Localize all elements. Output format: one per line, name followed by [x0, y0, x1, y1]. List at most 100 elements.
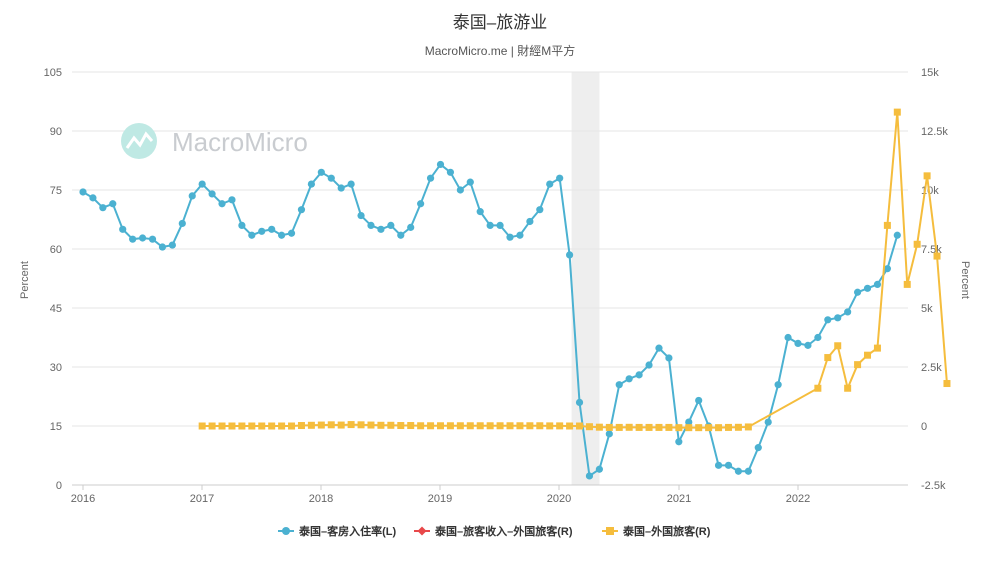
data-point[interactable] — [585, 472, 594, 480]
data-point[interactable] — [595, 465, 603, 473]
data-point[interactable] — [188, 192, 196, 200]
data-point[interactable] — [546, 180, 554, 188]
data-point[interactable] — [397, 422, 405, 430]
data-point[interactable] — [506, 233, 514, 241]
data-point[interactable] — [377, 421, 385, 429]
data-point[interactable] — [238, 221, 246, 229]
data-point[interactable] — [158, 243, 167, 251]
data-point[interactable] — [645, 423, 653, 431]
data-point[interactable] — [129, 235, 137, 243]
data-point[interactable] — [873, 280, 882, 288]
data-point[interactable] — [446, 168, 455, 176]
data-point[interactable] — [933, 252, 941, 260]
data-point[interactable] — [794, 339, 802, 347]
data-point[interactable] — [615, 381, 623, 389]
legend-item[interactable]: 泰国–客房入住率(L) — [278, 524, 396, 538]
data-point[interactable] — [774, 381, 782, 389]
data-point[interactable] — [228, 422, 236, 430]
data-point[interactable] — [516, 422, 524, 430]
data-point[interactable] — [685, 424, 693, 432]
data-point[interactable] — [307, 180, 316, 188]
data-point[interactable] — [744, 423, 752, 431]
data-point[interactable] — [615, 423, 623, 431]
data-point[interactable] — [218, 422, 226, 430]
data-point[interactable] — [208, 422, 216, 430]
data-point[interactable] — [218, 200, 226, 208]
data-point[interactable] — [853, 288, 862, 296]
data-point[interactable] — [278, 422, 286, 430]
data-point[interactable] — [844, 308, 852, 316]
data-point[interactable] — [705, 424, 713, 432]
data-point[interactable] — [724, 423, 732, 431]
data-point[interactable] — [496, 422, 504, 430]
data-point[interactable] — [248, 231, 256, 239]
data-point[interactable] — [665, 354, 673, 362]
data-point[interactable] — [367, 421, 375, 429]
data-point[interactable] — [724, 461, 733, 469]
data-point[interactable] — [288, 422, 296, 430]
data-point[interactable] — [407, 223, 415, 231]
data-point[interactable] — [546, 422, 554, 430]
data-point[interactable] — [407, 422, 415, 430]
data-point[interactable] — [387, 221, 395, 229]
data-point[interactable] — [804, 341, 812, 349]
data-point[interactable] — [426, 174, 435, 182]
data-point[interactable] — [566, 422, 574, 430]
data-point[interactable] — [923, 172, 931, 180]
data-point[interactable] — [168, 241, 176, 249]
data-point[interactable] — [834, 342, 842, 350]
legend[interactable]: 泰国–客房入住率(L) 泰国–旅客收入–外国旅客(R) 泰国–外国旅客(R) — [278, 524, 711, 538]
data-point[interactable] — [466, 422, 474, 430]
data-point[interactable] — [595, 423, 603, 431]
data-point[interactable] — [734, 423, 742, 431]
data-point[interactable] — [675, 438, 683, 446]
data-point[interactable] — [883, 221, 891, 229]
data-point[interactable] — [903, 280, 911, 288]
data-point[interactable] — [625, 375, 633, 383]
data-point[interactable] — [675, 424, 683, 432]
data-point[interactable] — [287, 229, 296, 237]
data-point[interactable] — [476, 208, 484, 216]
data-point[interactable] — [79, 188, 87, 196]
data-point[interactable] — [863, 284, 872, 292]
data-point[interactable] — [317, 168, 325, 176]
data-point[interactable] — [744, 467, 752, 475]
data-point[interactable] — [864, 351, 872, 359]
data-point[interactable] — [337, 184, 345, 192]
data-point[interactable] — [427, 422, 435, 430]
data-point[interactable] — [893, 231, 901, 239]
data-point[interactable] — [258, 227, 266, 235]
data-point[interactable] — [148, 235, 157, 243]
data-point[interactable] — [565, 251, 574, 259]
data-point[interactable] — [734, 467, 743, 475]
data-point[interactable] — [268, 422, 276, 430]
data-point[interactable] — [417, 200, 425, 208]
data-point[interactable] — [685, 418, 693, 426]
data-point[interactable] — [814, 333, 822, 342]
data-point[interactable] — [476, 422, 484, 430]
data-point[interactable] — [486, 422, 494, 430]
data-point[interactable] — [109, 200, 117, 208]
data-point[interactable] — [715, 424, 723, 432]
data-point[interactable] — [655, 423, 663, 431]
data-point[interactable] — [784, 333, 792, 342]
data-point[interactable] — [576, 422, 584, 430]
data-point[interactable] — [695, 396, 703, 405]
data-point[interactable] — [387, 421, 395, 429]
data-point[interactable] — [854, 361, 862, 369]
data-point[interactable] — [526, 217, 534, 226]
data-point[interactable] — [337, 421, 345, 429]
data-point[interactable] — [327, 421, 335, 429]
data-point[interactable] — [347, 180, 355, 188]
data-point[interactable] — [99, 204, 107, 212]
data-point[interactable] — [138, 234, 147, 242]
data-point[interactable] — [317, 421, 325, 429]
data-point[interactable] — [89, 194, 97, 202]
data-point[interactable] — [446, 422, 454, 430]
data-point[interactable] — [625, 423, 633, 431]
data-point[interactable] — [307, 421, 315, 429]
data-point[interactable] — [814, 384, 822, 392]
data-point[interactable] — [556, 422, 564, 430]
data-point[interactable] — [466, 178, 474, 186]
data-point[interactable] — [695, 424, 703, 432]
